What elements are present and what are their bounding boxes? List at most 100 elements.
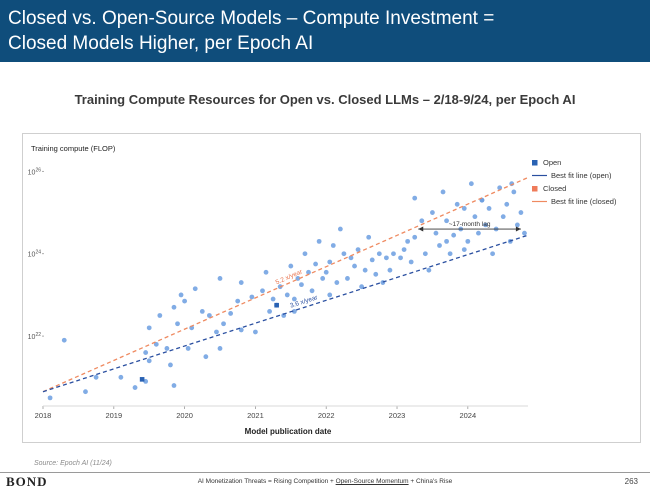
data-point: [490, 251, 495, 257]
data-point: [352, 263, 357, 269]
data-point: [291, 308, 297, 314]
data-point: [185, 346, 191, 351]
data-point: [437, 243, 442, 248]
data-point: [217, 346, 223, 351]
data-point: [306, 269, 311, 275]
data-point: [486, 206, 492, 211]
data-point: [164, 346, 170, 351]
data-point: [500, 214, 506, 220]
legend-label: Closed: [543, 184, 566, 193]
data-point: [302, 251, 308, 257]
data-point: [419, 218, 425, 224]
data-point: [447, 251, 453, 257]
data-point: [153, 341, 159, 347]
data-point: [143, 379, 149, 384]
data-point: [369, 257, 375, 263]
points-layer: [47, 181, 527, 401]
data-point: [221, 321, 226, 327]
data-point: [171, 304, 177, 310]
data-point: [309, 288, 315, 294]
data-point: [132, 385, 138, 390]
data-point: [355, 247, 361, 253]
slide-title: Closed vs. Open-Source Models – Compute …: [8, 8, 495, 54]
data-point: [61, 337, 67, 343]
x-tick-label: 2024: [459, 411, 476, 420]
data-point: [398, 255, 403, 261]
data-point: [444, 238, 449, 244]
data-point: [461, 247, 467, 253]
footer-text-link[interactable]: Open-Source Momentum: [335, 478, 409, 485]
page-number: 263: [624, 477, 638, 486]
x-tick-label: 2023: [389, 411, 406, 420]
fit-line: [42, 176, 529, 393]
data-point: [178, 292, 184, 298]
open-model-point: [274, 302, 279, 308]
data-point: [47, 395, 53, 401]
chart-svg: Training compute (FLOP) Model publicatio…: [28, 144, 617, 436]
footer-divider: [0, 472, 650, 473]
data-point: [483, 222, 488, 228]
data-point: [337, 226, 343, 232]
data-point: [341, 251, 347, 257]
data-point: [217, 276, 223, 281]
data-point: [451, 232, 457, 238]
data-point: [422, 251, 428, 257]
x-ticks: 2018 2019 2020 2021 2022 2023 2024: [35, 406, 476, 420]
data-point: [511, 189, 517, 195]
data-point: [405, 238, 411, 244]
data-point: [168, 362, 173, 368]
data-point: [288, 263, 294, 269]
x-tick-label: 2019: [105, 411, 122, 420]
lag-arrow-head-right: [515, 226, 521, 232]
data-point: [203, 354, 209, 360]
lag-arrow-head-left: [418, 226, 424, 232]
data-point: [118, 374, 124, 380]
data-point: [330, 243, 336, 248]
chart-title: Training Compute Resources for Open vs. …: [74, 92, 576, 107]
data-point: [263, 269, 269, 275]
data-point: [504, 201, 510, 207]
data-point: [444, 218, 449, 224]
title-banner: Closed vs. Open-Source Models – Compute …: [0, 0, 650, 62]
data-point: [83, 389, 88, 395]
data-point: [408, 259, 414, 265]
x-tick-label: 2022: [318, 411, 335, 420]
data-point: [433, 230, 439, 236]
legend-label: Open: [543, 158, 561, 167]
y-tick-label: 1026: [28, 167, 42, 176]
data-point: [468, 181, 474, 187]
data-point: [157, 313, 163, 318]
fit-lines: [42, 176, 529, 393]
data-point: [146, 325, 152, 331]
data-point: [182, 298, 188, 304]
data-point: [323, 269, 329, 275]
chart-frame: Training compute (FLOP) Model publicatio…: [22, 133, 641, 443]
data-point: [430, 210, 435, 215]
data-point: [320, 276, 326, 281]
data-point: [440, 189, 446, 195]
data-point: [476, 230, 481, 236]
legend-marker: [532, 186, 538, 192]
data-point: [522, 230, 527, 236]
data-point: [327, 259, 333, 265]
data-point: [238, 280, 244, 285]
data-point: [146, 358, 152, 364]
data-point: [253, 329, 258, 335]
data-point: [199, 308, 205, 314]
x-tick-label: 2020: [176, 411, 193, 420]
y-tick-label: 1024: [28, 250, 42, 259]
data-point: [313, 261, 318, 267]
data-point: [143, 350, 149, 355]
data-point: [334, 280, 340, 285]
data-point: [426, 267, 432, 273]
x-axis-label: Model publication date: [245, 427, 332, 436]
lag-label: ~17-month lag: [449, 221, 491, 228]
data-point: [295, 276, 301, 281]
data-point: [362, 267, 368, 273]
data-point: [376, 251, 382, 257]
data-point: [518, 210, 524, 215]
data-point: [267, 308, 272, 314]
data-point: [383, 255, 389, 261]
legend-marker: [532, 160, 538, 166]
data-point: [214, 329, 219, 335]
